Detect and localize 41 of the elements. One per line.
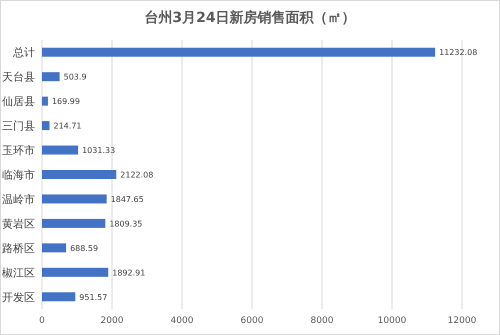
y-tick-label: 温岭市 [2, 192, 35, 206]
chart-title: 台州3月24日新房销售面积（㎡） [144, 9, 356, 26]
data-label: 169.99 [52, 97, 80, 106]
y-tick-label: 临海市 [2, 168, 35, 182]
bar [42, 48, 436, 57]
x-tick-label: 6000 [240, 316, 264, 326]
bar [42, 72, 60, 82]
bar [42, 218, 106, 228]
data-label: 951.57 [79, 292, 108, 302]
y-tick-label: 仙居县 [2, 95, 35, 108]
data-label: 688.59 [70, 244, 98, 253]
data-label: 503.9 [64, 72, 87, 82]
y-tick-label: 开发区 [2, 290, 35, 304]
data-label: 214.71 [54, 122, 82, 131]
bar [42, 96, 48, 106]
y-tick-label: 椒江区 [2, 266, 35, 280]
y-tick-label: 三门县 [2, 120, 35, 133]
x-tick-label: 4000 [170, 316, 194, 326]
bar [42, 170, 116, 179]
bar [42, 268, 108, 277]
x-tick-label: 12000 [448, 316, 477, 326]
data-label: 1847.65 [110, 194, 144, 204]
y-tick-label: 黄岩区 [2, 217, 35, 230]
y-tick-label: 总计 [12, 46, 35, 60]
x-tick-label: 2000 [100, 316, 124, 326]
bar [42, 292, 76, 302]
bar [42, 146, 78, 155]
data-label: 1031.33 [82, 146, 116, 156]
bar [42, 243, 66, 252]
data-label: 1892.91 [112, 268, 146, 278]
data-label: 1809.35 [109, 219, 142, 228]
y-tick-label: 玉环市 [2, 144, 35, 158]
x-tick-label: 10000 [378, 316, 407, 326]
y-tick-label: 路桥区 [2, 242, 35, 255]
y-tick-label: 天台县 [2, 70, 35, 84]
data-label: 11232.08 [439, 48, 478, 58]
x-tick-label: 0 [39, 316, 46, 326]
data-label: 2122.08 [120, 170, 154, 180]
x-tick-label: 8000 [310, 316, 334, 326]
bar [42, 121, 50, 130]
bar [42, 194, 107, 204]
